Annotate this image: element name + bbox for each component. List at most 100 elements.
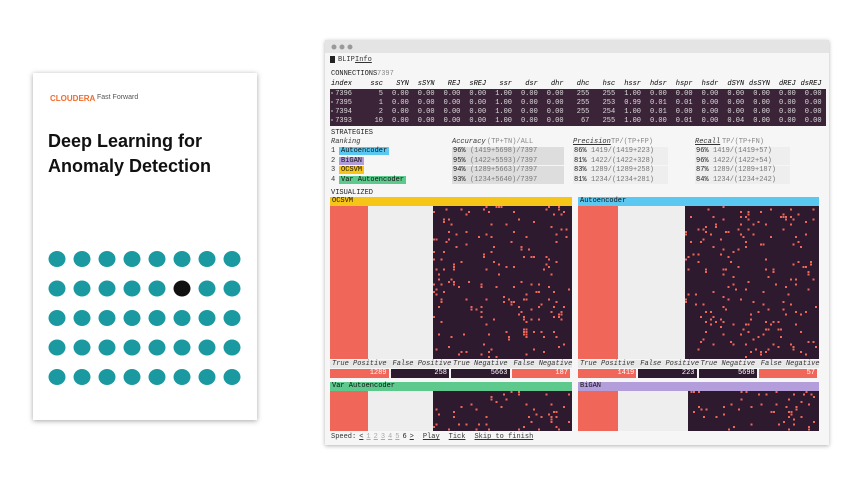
action-link[interactable]: Skip to finish	[474, 433, 534, 441]
noise-dot	[465, 423, 468, 426]
speed-option[interactable]: 6	[402, 433, 407, 441]
noise-dot	[782, 216, 785, 218]
noise-dot	[435, 238, 438, 241]
dot	[73, 251, 91, 267]
noise-dot	[770, 236, 772, 238]
noise-dot	[815, 306, 817, 308]
table-cell: 0.99	[624, 99, 641, 107]
table-cell: 0.00	[778, 117, 796, 125]
noise-dot	[490, 251, 493, 253]
action-link[interactable]: Play	[422, 433, 440, 441]
noise-dot	[747, 228, 750, 231]
table-cell: 1	[378, 99, 383, 107]
table-cell: 0.00	[520, 90, 538, 98]
noise-dot	[513, 231, 515, 233]
noise-dot	[565, 228, 568, 231]
row-marker	[331, 110, 333, 112]
dot	[223, 251, 241, 267]
metric: 84%	[696, 175, 709, 184]
column-header: hssr	[624, 80, 641, 88]
speed-label: Speed:	[331, 433, 357, 441]
stat-label: False Negative	[511, 360, 573, 368]
window-controls	[331, 44, 353, 50]
table-cell: 67	[580, 117, 590, 125]
noise-dot	[498, 263, 500, 266]
noise-dot	[722, 206, 725, 208]
speed-prev[interactable]: <	[359, 433, 364, 441]
noise-dot	[533, 221, 535, 223]
noise-dot	[792, 348, 795, 351]
bar-bg	[695, 165, 790, 175]
noise-dot	[513, 286, 515, 288]
noise-dot	[505, 266, 508, 268]
noise-dot	[560, 313, 563, 316]
noise-dot	[553, 213, 555, 216]
title-bar	[325, 40, 829, 53]
speed-option[interactable]: 1	[366, 433, 371, 441]
noise-dot	[740, 398, 743, 401]
noise-dot	[460, 208, 463, 211]
section-label: CONNECTIONS	[331, 70, 378, 78]
noise-dot	[772, 271, 775, 273]
noise-dot	[705, 231, 707, 233]
noise-dot	[782, 301, 785, 303]
noise-dot	[523, 316, 525, 318]
noise-dot	[453, 283, 455, 286]
metric-detail: 1422/(1422+54)	[713, 156, 772, 165]
speed-option[interactable]: 4	[388, 433, 393, 441]
column-header: Ranking	[331, 138, 361, 146]
noise-dot	[723, 406, 725, 408]
noise-dot	[750, 423, 753, 426]
noise-dot	[495, 356, 498, 358]
speed-option[interactable]: 2	[373, 433, 378, 441]
noise-dot	[455, 246, 458, 248]
dot	[123, 251, 141, 267]
table-cell: 254	[602, 108, 616, 116]
noise-dot	[563, 406, 565, 408]
noise-dot	[460, 406, 463, 408]
noise-dot	[700, 241, 702, 243]
column-header: Accuracy	[452, 138, 486, 146]
noise-dot	[690, 391, 693, 393]
menu-item[interactable]: BLIP	[338, 56, 355, 64]
metric-detail: (1422+5593)/7397	[470, 156, 538, 165]
action-link[interactable]: Tick	[448, 433, 466, 441]
noise-dot	[805, 233, 807, 236]
dot-grid	[48, 251, 241, 385]
noise-dot	[765, 393, 768, 396]
noise-dot	[545, 256, 548, 258]
noise-dot	[530, 256, 533, 258]
noise-dot	[777, 346, 780, 348]
noise-dot	[690, 241, 692, 243]
table-cell: 0.00	[804, 108, 822, 116]
noise-dot	[765, 328, 767, 331]
noise-dot	[478, 236, 480, 238]
noise-dot	[488, 333, 490, 336]
noise-dot	[513, 266, 515, 268]
noise-dot	[770, 208, 772, 211]
noise-dot	[745, 356, 747, 358]
noise-dot	[558, 316, 560, 318]
menu-item[interactable]: Info	[355, 56, 372, 64]
noise-dot	[550, 226, 553, 228]
speed-option[interactable]: 3	[380, 433, 386, 441]
noise-dot	[745, 246, 747, 248]
table-cell: 0.00	[804, 117, 822, 125]
speed-option[interactable]: 5	[395, 433, 400, 441]
noise-dot	[772, 343, 775, 346]
speed-next[interactable]: >	[409, 433, 414, 441]
table-body-bg	[330, 89, 826, 126]
noise-dot	[448, 281, 450, 283]
noise-dot	[685, 258, 687, 261]
noise-dot	[523, 318, 525, 321]
table-cell: 0.00	[778, 99, 796, 107]
noise-dot	[493, 246, 495, 248]
noise-dot	[807, 273, 810, 276]
noise-dot	[508, 338, 510, 341]
noise-dot	[797, 213, 800, 216]
noise-dot	[803, 393, 805, 396]
table-cell: 0.00	[443, 99, 461, 107]
noise-dot	[470, 308, 473, 311]
table-cell: 0.00	[520, 108, 538, 116]
noise-dot	[530, 283, 533, 286]
